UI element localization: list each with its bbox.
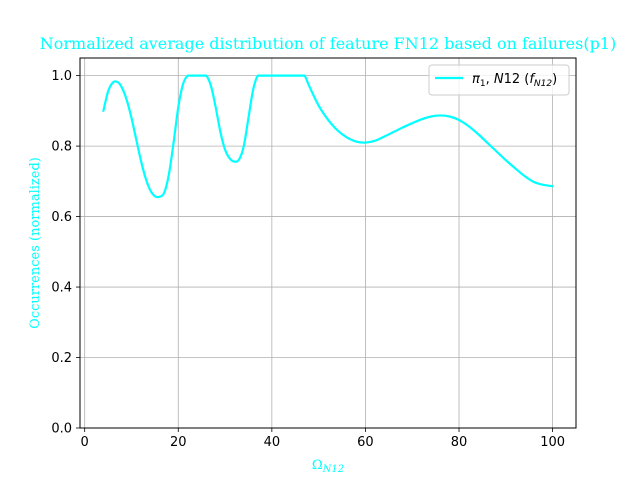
legend-pi: π	[472, 72, 480, 87]
x-tick-label: 100	[540, 435, 565, 450]
legend-n: N	[494, 72, 504, 87]
legend-separator: ,	[486, 72, 494, 87]
y-tick-label: 0.2	[51, 351, 72, 366]
legend-entry-label: π1, N12 (fN12)	[472, 72, 557, 89]
x-tick-label: 60	[357, 435, 374, 450]
x-axis-label-subscript: N12	[322, 464, 344, 475]
plot-frame	[79, 57, 577, 429]
legend-box	[428, 64, 570, 96]
plot-series	[102, 74, 554, 199]
x-tick-label: 20	[170, 435, 187, 450]
legend-f-subscript: N12	[534, 79, 552, 89]
legend-pi-subscript: 1	[480, 79, 486, 89]
legend-close-paren: )	[552, 72, 557, 87]
grid-lines	[80, 58, 576, 429]
y-axis-label: Occurrences (normalized)	[28, 157, 43, 329]
y-tick-label: 0.0	[51, 422, 72, 437]
x-tick-label: 80	[451, 435, 468, 450]
x-tick-label: 0	[81, 435, 89, 450]
legend-f: f	[529, 72, 536, 87]
x-axis-label: ΩN12	[312, 458, 344, 475]
chart-title: Normalized average distribution of featu…	[40, 34, 616, 53]
y-tick-label: 1.0	[51, 69, 72, 84]
x-axis-label-symbol: Ω	[312, 458, 323, 473]
x-tick-label: 40	[264, 435, 281, 450]
legend: π1, N12 (fN12)	[428, 64, 570, 96]
y-tick-label: 0.6	[51, 210, 72, 225]
y-tick-label: 0.4	[51, 281, 72, 296]
y-tick-label: 0.8	[51, 140, 72, 155]
x-axis: 0 20 40 60 80 100	[81, 428, 565, 450]
y-axis: 0.0 0.2 0.4 0.6 0.8 1.0	[51, 69, 80, 437]
legend-n-number: 12	[504, 72, 521, 87]
series-line-0	[102, 74, 554, 199]
legend-open-paren: (	[520, 72, 529, 87]
